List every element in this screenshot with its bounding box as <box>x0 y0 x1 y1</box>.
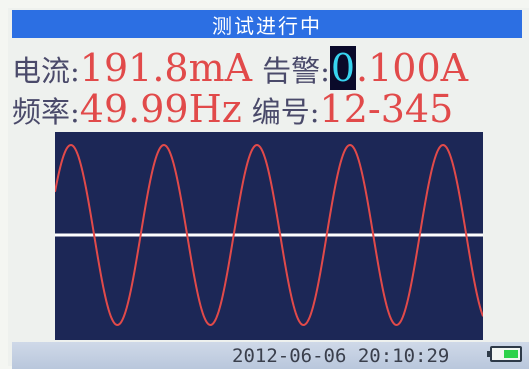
serial-colon: : <box>309 95 320 129</box>
battery-nub <box>487 351 490 357</box>
frequency-value: 49.99Hz <box>79 87 242 131</box>
alarm-cursor-digit[interactable]: 0 <box>329 46 357 90</box>
title-text: 测试进行中 <box>212 13 322 38</box>
frequency-label: 频率 <box>12 95 71 129</box>
alarm-value-rest: .100A <box>356 46 469 90</box>
serial-label: 编号 <box>251 95 310 129</box>
current-colon: : <box>70 54 80 88</box>
frequency-colon: : <box>70 95 80 129</box>
battery-icon <box>487 346 522 362</box>
waveform-plot <box>55 143 483 327</box>
readout-row-current-alarm: 电流 : 191.8mA 告警 : 0 .100A <box>12 46 527 90</box>
title-bar: 测试进行中 <box>12 10 522 38</box>
readout-row-frequency-serial: 频率 : 49.99Hz 编号 : 12-345 <box>12 87 527 131</box>
waveform-panel <box>55 132 483 340</box>
waveform-trace <box>55 143 483 327</box>
serial-value: 12-345 <box>319 87 454 131</box>
current-label: 电流 <box>12 54 71 88</box>
alarm-colon: : <box>320 54 330 88</box>
current-value: 191.8mA <box>79 46 253 90</box>
battery-level-fill <box>503 350 518 358</box>
status-bar <box>12 342 529 369</box>
datetime-text: 2012-06-06 20:10:29 <box>232 345 450 367</box>
alarm-label: 告警 <box>262 54 321 88</box>
